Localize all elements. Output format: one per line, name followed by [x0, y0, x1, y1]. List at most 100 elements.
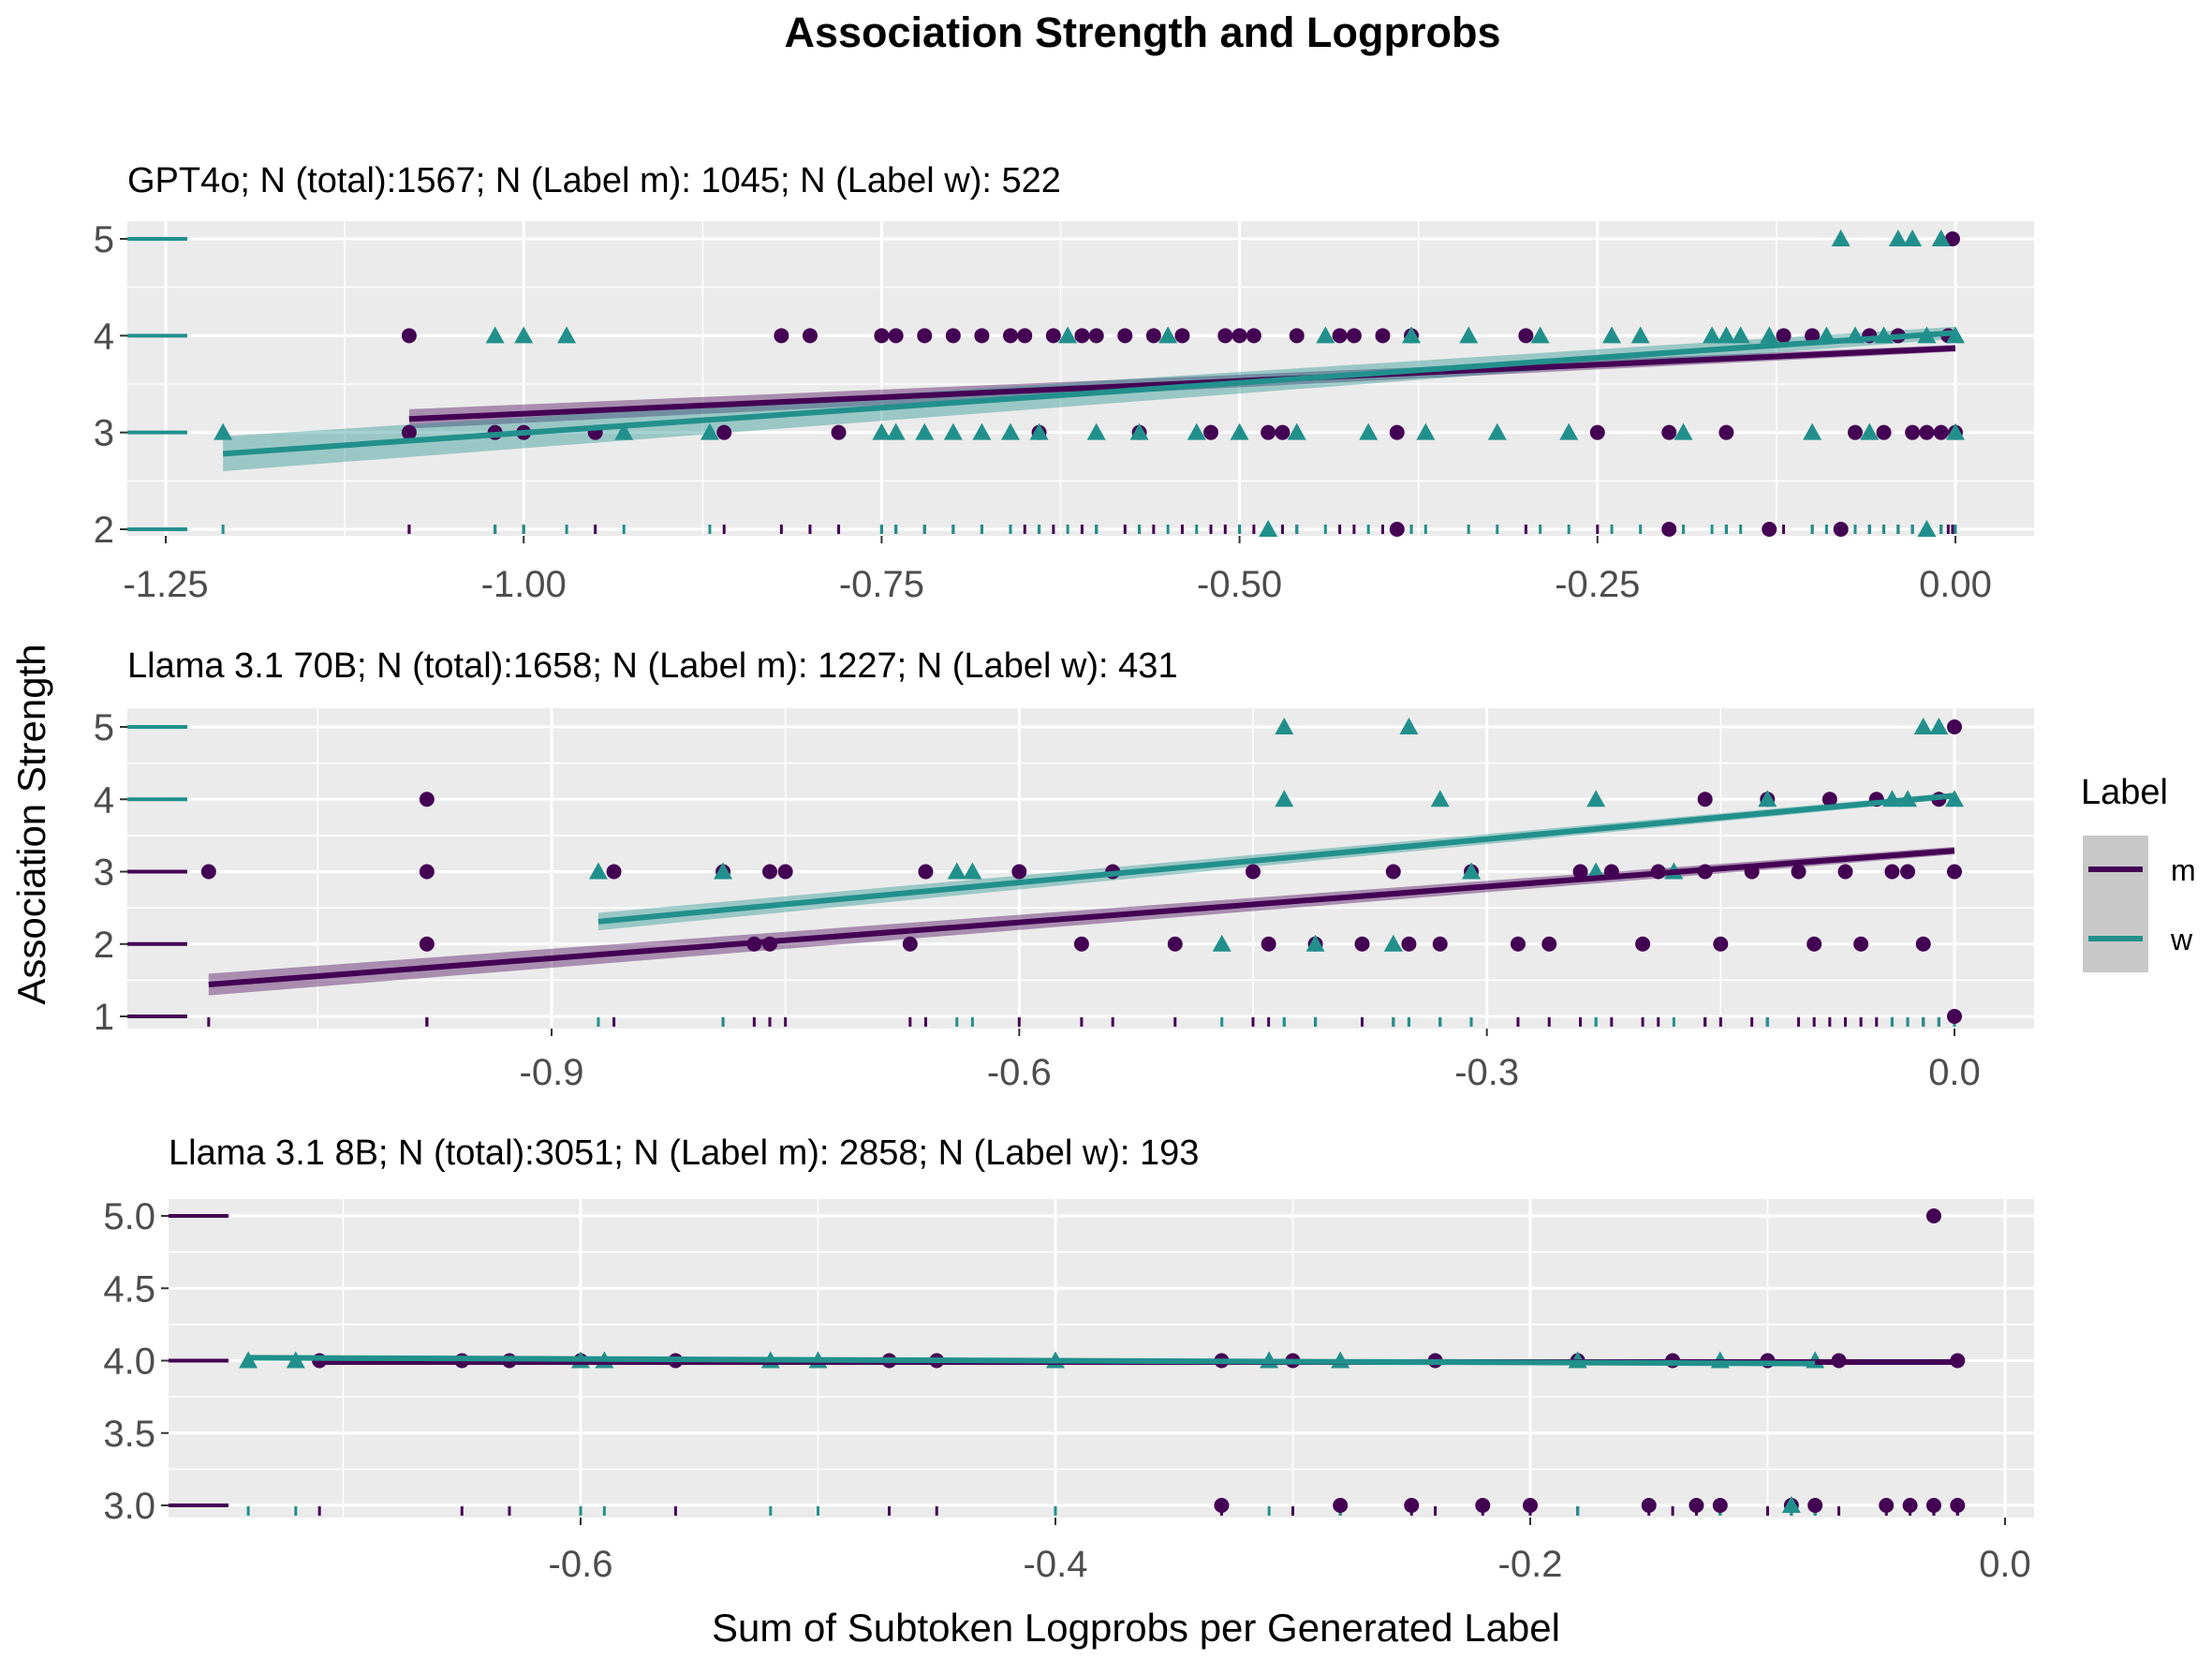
y-tick-label: 2 — [94, 510, 114, 551]
data-point-m — [1919, 424, 1935, 440]
data-point-m — [1805, 328, 1821, 344]
data-point-m — [762, 864, 778, 880]
data-point-m — [1074, 328, 1090, 344]
data-point-m — [419, 792, 435, 807]
x-tick-label: 0.0 — [1979, 1544, 2031, 1585]
y-tick-label: 3 — [94, 413, 114, 454]
data-point-w — [1487, 422, 1507, 440]
data-point-m — [1088, 328, 1104, 344]
data-point-m — [1853, 936, 1869, 952]
data-point-w — [1888, 230, 1908, 246]
x-tick-label: -0.50 — [1197, 564, 1282, 605]
data-point-m — [1718, 424, 1734, 440]
data-point-m — [1837, 864, 1853, 880]
data-point-m — [1231, 328, 1247, 344]
legend-label-m: m — [2171, 853, 2196, 887]
data-point-w — [1459, 326, 1479, 344]
panel-title-llama-70b: Llama 3.1 70B; N (total):1658; N (Label … — [127, 646, 1178, 686]
data-point-w — [1674, 422, 1693, 440]
y-tick-label: 1 — [94, 997, 114, 1038]
x-tick-label: -1.00 — [481, 564, 567, 605]
data-point-w — [1530, 326, 1550, 344]
data-point-w — [714, 862, 733, 880]
data-point-m — [1661, 424, 1677, 440]
x-tick-label: 0.00 — [1919, 564, 1992, 605]
data-point-m — [1572, 864, 1588, 880]
data-point-m — [1661, 522, 1677, 537]
data-point-m — [1145, 328, 1161, 344]
x-tick-label: -0.4 — [1024, 1544, 1088, 1585]
legend: Label m w — [2081, 773, 2196, 972]
y-tick-label: 4.5 — [103, 1268, 155, 1310]
data-point-m — [831, 424, 847, 440]
data-point-w — [1129, 422, 1149, 440]
data-point-m — [1385, 864, 1401, 880]
x-axis-label: Sum of Subtoken Logprobs per Generated L… — [712, 1606, 1560, 1650]
data-point-w — [1860, 422, 1880, 440]
data-point-m — [1523, 1498, 1538, 1513]
data-point-m — [1389, 522, 1405, 537]
data-point-w — [1831, 230, 1851, 246]
data-point-m — [1174, 328, 1190, 344]
data-point-w — [1760, 326, 1779, 344]
x-tick-label: -0.2 — [1498, 1544, 1563, 1585]
data-point-m — [1947, 1009, 1962, 1024]
figure-title: Association Strength and Logprobs — [784, 8, 1500, 56]
data-point-w — [947, 862, 966, 880]
data-point-w — [1000, 422, 1020, 440]
data-point-m — [1879, 1498, 1895, 1513]
data-point-w — [485, 326, 505, 344]
data-point-m — [1261, 936, 1276, 952]
data-point-w — [1058, 326, 1078, 344]
data-point-m — [802, 328, 818, 344]
y-tick-label: 3 — [94, 852, 114, 894]
data-point-w — [1359, 422, 1379, 440]
data-point-w — [1086, 422, 1106, 440]
fit-line-w — [248, 1355, 1816, 1367]
data-point-m — [1246, 864, 1261, 880]
data-point-w — [1230, 422, 1249, 440]
data-point-m — [1950, 1498, 1966, 1513]
data-point-m — [1332, 328, 1348, 344]
data-point-w — [1602, 326, 1622, 344]
data-point-m — [1375, 328, 1391, 344]
data-point-m — [200, 864, 216, 880]
data-point-m — [918, 864, 934, 880]
data-point-w — [1287, 422, 1306, 440]
x-tick-label: -0.9 — [520, 1052, 584, 1093]
y-axis-label: Association Strength — [9, 644, 53, 1004]
data-point-w — [1803, 422, 1822, 440]
panel-title-llama-8b: Llama 3.1 8B; N (total):3051; N (Label m… — [169, 1133, 1199, 1173]
data-point-w — [1275, 718, 1294, 734]
data-point-m — [1510, 936, 1526, 952]
fit-line-w — [222, 330, 1956, 457]
data-point-m — [974, 328, 990, 344]
data-point-w — [1586, 790, 1606, 807]
data-point-w — [1416, 422, 1436, 440]
data-point-m — [1688, 1498, 1704, 1513]
data-point-m — [1117, 328, 1133, 344]
data-point-m — [1203, 424, 1219, 440]
data-point-m — [1762, 522, 1777, 537]
data-point-m — [1713, 936, 1729, 952]
data-point-m — [1876, 424, 1892, 440]
data-point-w — [1402, 326, 1422, 344]
data-point-m — [888, 328, 904, 344]
data-point-w — [1903, 230, 1923, 246]
data-point-w — [972, 422, 992, 440]
data-point-m — [1167, 936, 1183, 952]
data-point-w — [1781, 1496, 1801, 1513]
data-point-w — [588, 862, 608, 880]
data-point-m — [1045, 328, 1061, 344]
data-point-w — [1212, 934, 1231, 952]
x-tick-label: -0.75 — [839, 564, 924, 605]
data-point-m — [1275, 424, 1290, 440]
panel-llama-8b: Llama 3.1 8B; N (total):3051; N (Label m… — [103, 1133, 2034, 1585]
y-tick-label: 4 — [94, 316, 114, 357]
data-point-m — [777, 864, 793, 880]
data-point-m — [774, 328, 789, 344]
data-point-w — [915, 422, 935, 440]
data-point-w — [1559, 422, 1579, 440]
plot-background-gpt4o — [127, 221, 2034, 536]
data-point-m — [1776, 328, 1792, 344]
